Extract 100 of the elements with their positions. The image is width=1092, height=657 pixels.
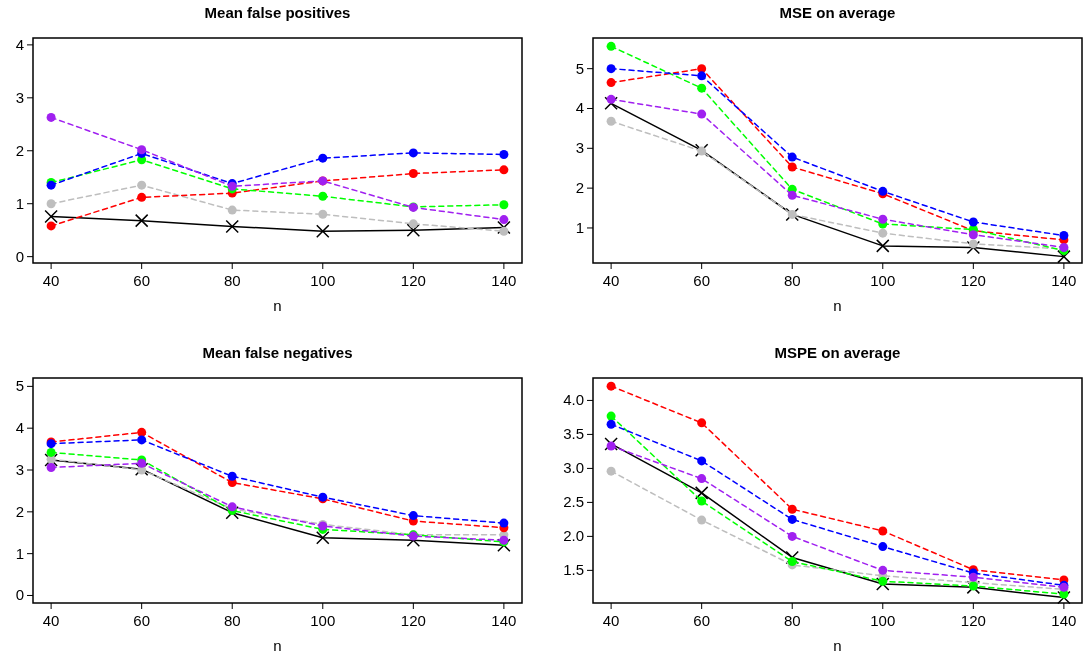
- y-tick-label: 2.0: [563, 527, 584, 545]
- point: [499, 165, 509, 175]
- y-tick-label: 3.0: [563, 459, 584, 477]
- chart-title: Mean false negatives: [202, 344, 353, 361]
- point: [225, 219, 239, 234]
- point: [318, 191, 328, 201]
- x-tick-label: 80: [223, 612, 241, 629]
- point: [878, 526, 888, 536]
- point: [499, 149, 509, 159]
- x-axis-title: n: [833, 637, 842, 654]
- point: [499, 226, 509, 236]
- point: [46, 463, 56, 472]
- point: [878, 565, 888, 575]
- point: [878, 542, 888, 552]
- point: [968, 239, 978, 249]
- point: [497, 538, 511, 553]
- point: [408, 169, 418, 179]
- y-tick-label: 2: [15, 141, 24, 159]
- y-tick-label: 3: [15, 88, 24, 106]
- x-tick-label: 120: [400, 612, 426, 629]
- point: [408, 219, 418, 229]
- point: [1057, 249, 1071, 264]
- point: [697, 71, 707, 81]
- y-tick-label: 3: [15, 461, 24, 479]
- point: [697, 474, 707, 484]
- x-tick-label: 60: [693, 612, 711, 629]
- x-tick-label: 120: [960, 272, 986, 289]
- y-tick-label: 4.0: [563, 391, 584, 409]
- point: [408, 511, 418, 521]
- point: [968, 230, 978, 240]
- point: [46, 112, 56, 122]
- point: [606, 419, 616, 429]
- point: [604, 96, 618, 111]
- chart-title: MSPE on average: [774, 344, 901, 361]
- point: [499, 215, 509, 225]
- x-axis-title: n: [273, 637, 282, 654]
- x-axis-title: n: [833, 297, 842, 314]
- x-tick-label: 140: [1051, 612, 1077, 629]
- point: [46, 199, 56, 209]
- point: [606, 41, 616, 51]
- x-tick-label: 80: [783, 612, 801, 629]
- y-tick-label: 3.5: [563, 425, 584, 443]
- point: [227, 471, 237, 481]
- x-tick-label: 100: [310, 612, 336, 629]
- y-tick-label: 0: [15, 586, 24, 604]
- point: [878, 214, 888, 224]
- point: [606, 116, 616, 126]
- x-tick-label: 40: [42, 272, 60, 289]
- point: [134, 213, 149, 228]
- x-tick-label: 60: [133, 272, 151, 289]
- y-tick-label: 5: [15, 377, 24, 395]
- x-tick-label: 80: [223, 272, 241, 289]
- point: [785, 550, 799, 565]
- x-tick-label: 120: [400, 272, 426, 289]
- point: [787, 504, 797, 514]
- x-tick-label: 40: [602, 612, 620, 629]
- point: [606, 466, 616, 476]
- point: [316, 224, 330, 238]
- y-tick-label: 4: [15, 419, 24, 437]
- chart-title: MSE on average: [779, 4, 896, 21]
- x-tick-label: 40: [42, 612, 60, 629]
- point: [606, 441, 616, 451]
- point: [876, 577, 890, 591]
- point: [787, 190, 797, 200]
- point: [137, 427, 147, 437]
- point: [968, 572, 978, 582]
- point: [1059, 231, 1069, 241]
- x-tick-label: 60: [693, 272, 711, 289]
- point: [316, 531, 330, 545]
- x-tick-label: 120: [960, 612, 986, 629]
- point: [1057, 590, 1071, 605]
- point: [606, 94, 616, 104]
- y-tick-label: 2: [575, 179, 584, 197]
- point: [697, 83, 707, 93]
- point: [499, 200, 509, 210]
- point: [787, 152, 797, 162]
- y-tick-label: 3: [575, 139, 584, 157]
- point: [137, 435, 147, 445]
- x-tick-label: 40: [602, 272, 620, 289]
- point: [697, 418, 707, 428]
- point: [697, 109, 707, 119]
- x-axis-title: n: [273, 297, 282, 314]
- point: [137, 180, 147, 190]
- x-tick-label: 140: [491, 612, 517, 629]
- x-tick-label: 100: [310, 272, 336, 289]
- point: [878, 228, 888, 238]
- x-tick-label: 140: [1051, 272, 1077, 289]
- y-tick-label: 4: [575, 99, 584, 117]
- point: [137, 192, 147, 202]
- point: [46, 221, 56, 231]
- point: [408, 148, 418, 158]
- point: [499, 518, 509, 528]
- point: [787, 531, 797, 541]
- point: [606, 381, 616, 391]
- y-tick-label: 2: [15, 502, 24, 520]
- point: [697, 64, 707, 74]
- point: [606, 78, 616, 88]
- point: [787, 162, 797, 172]
- x-tick-label: 60: [133, 612, 151, 629]
- point: [44, 209, 58, 224]
